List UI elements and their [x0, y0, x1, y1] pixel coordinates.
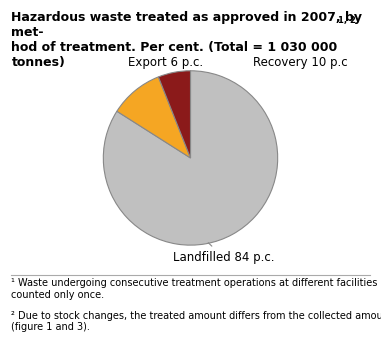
Text: Hazardous waste treated as approved in 2007, by met-
hod of treatment. Per cent.: Hazardous waste treated as approved in 2… [11, 11, 362, 69]
Wedge shape [158, 71, 190, 158]
Text: Landfilled 84 p.c.: Landfilled 84 p.c. [173, 243, 274, 264]
Text: Export 6 p.c.: Export 6 p.c. [128, 56, 203, 69]
Wedge shape [117, 77, 190, 158]
Text: ¹ Waste undergoing consecutive treatment operations at different facilities is
c: ¹ Waste undergoing consecutive treatment… [11, 278, 381, 300]
Text: ² Due to stock changes, the treated amount differs from the collected amount
(fi: ² Due to stock changes, the treated amou… [11, 311, 381, 332]
Wedge shape [103, 71, 278, 245]
Text: Recovery 10 p.c: Recovery 10 p.c [253, 56, 348, 69]
Text: 1, 2: 1, 2 [338, 16, 356, 25]
